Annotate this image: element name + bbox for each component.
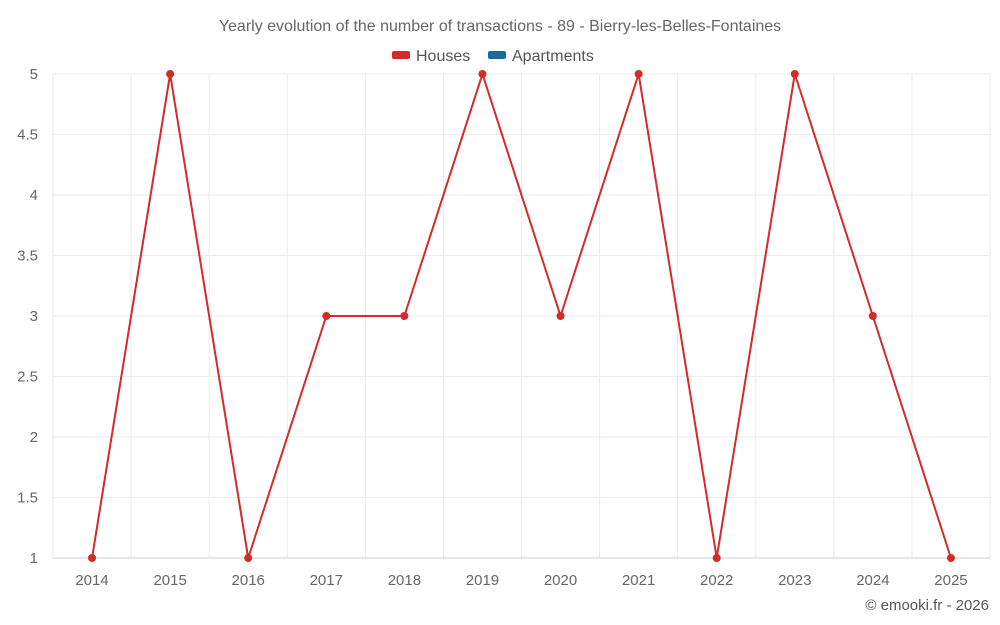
data-point[interactable] [712, 554, 721, 562]
y-tick-label: 1 [30, 550, 38, 567]
legend: Houses Apartments [392, 48, 594, 65]
y-tick-label: 3.5 [17, 248, 38, 265]
y-tick-label: 3 [30, 308, 38, 325]
legend-swatch-apartments [488, 51, 506, 59]
x-tick-label: 2024 [856, 572, 889, 589]
x-tick-label: 2023 [778, 572, 811, 589]
x-tick-label: 2018 [388, 572, 421, 589]
y-axis-ticks: 1 1.5 2 2.5 3 3.5 4 4.5 5 [17, 66, 38, 567]
data-point[interactable] [790, 70, 799, 78]
data-point[interactable] [634, 70, 643, 78]
y-tick-label: 5 [30, 66, 38, 83]
x-axis-ticks: 2014 2015 2016 2017 2018 2019 2020 2021 2022 2023… [75, 572, 967, 589]
legend-item-apartments[interactable]: Apartments [488, 48, 594, 65]
data-point[interactable] [556, 312, 565, 320]
y-tick-label: 2.5 [17, 369, 38, 386]
chart-title: Yearly evolution of the number of transa… [219, 18, 781, 35]
data-point[interactable] [478, 70, 487, 78]
data-point[interactable] [322, 312, 331, 320]
data-point[interactable] [244, 554, 253, 562]
series-line-houses [91, 73, 952, 559]
data-point[interactable] [400, 312, 409, 320]
x-tick-label: 2022 [700, 572, 733, 589]
credit-text: © emooki.fr - 2026 [865, 597, 989, 614]
y-tick-label: 2 [30, 429, 38, 446]
legend-label-houses: Houses [416, 48, 470, 65]
x-tick-label: 2015 [153, 572, 186, 589]
data-point[interactable] [946, 554, 955, 562]
gridlines [52, 73, 991, 559]
data-point[interactable] [88, 554, 97, 562]
x-tick-label: 2020 [544, 572, 577, 589]
data-point[interactable] [166, 70, 175, 78]
x-tick-label: 2016 [232, 572, 265, 589]
legend-item-houses[interactable]: Houses [392, 48, 470, 65]
x-tick-label: 2021 [622, 572, 655, 589]
y-tick-label: 1.5 [17, 490, 38, 507]
series-layer [88, 70, 955, 562]
x-tick-label: 2019 [466, 572, 499, 589]
x-tick-label: 2017 [310, 572, 343, 589]
x-tick-label: 2025 [934, 572, 967, 589]
y-tick-label: 4.5 [17, 127, 38, 144]
legend-label-apartments: Apartments [512, 48, 594, 65]
legend-swatch-houses [392, 51, 410, 59]
x-tick-label: 2014 [75, 572, 108, 589]
y-tick-label: 4 [30, 187, 38, 204]
data-point[interactable] [868, 312, 877, 320]
